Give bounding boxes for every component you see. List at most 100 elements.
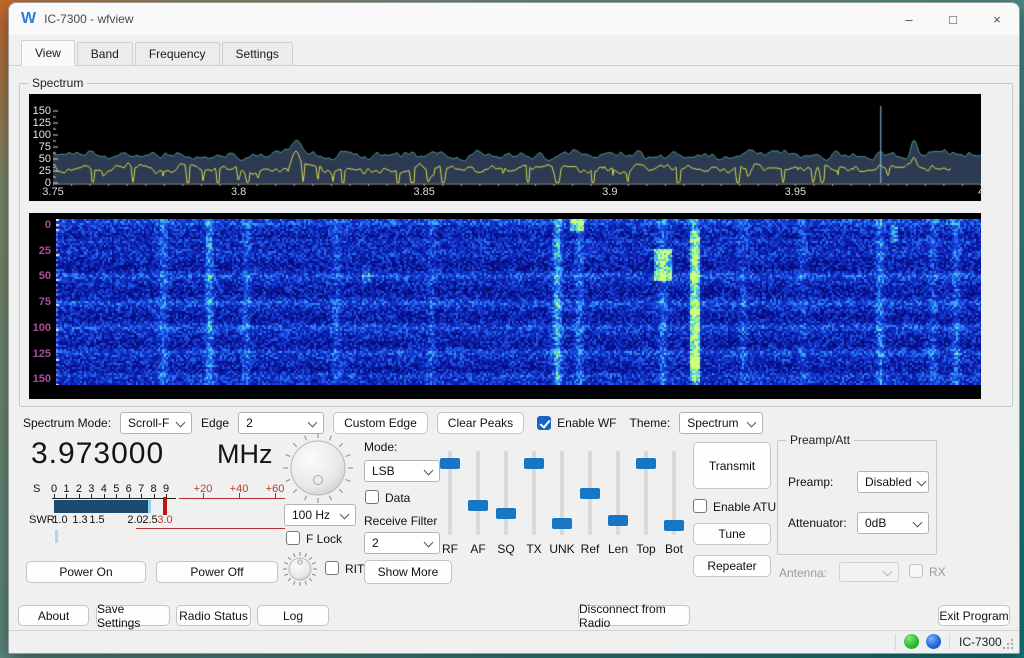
spectrum-canvas[interactable] bbox=[53, 102, 981, 186]
slider-track[interactable] bbox=[504, 451, 508, 535]
slider-unk[interactable]: UNK bbox=[548, 449, 576, 556]
enable-atu-checkbox[interactable] bbox=[693, 499, 707, 513]
slider-handle[interactable] bbox=[496, 508, 516, 519]
repeater-button[interactable]: Repeater bbox=[693, 555, 771, 577]
spectrum-y-tick-label: 50 bbox=[31, 153, 51, 165]
slider-handle[interactable] bbox=[552, 518, 572, 529]
slider-handle[interactable] bbox=[664, 520, 684, 531]
mode-select[interactable]: LSB bbox=[364, 460, 440, 482]
slider-len[interactable]: Len bbox=[604, 449, 632, 556]
slider-af[interactable]: AF bbox=[464, 449, 492, 556]
minimize-button[interactable]: – bbox=[887, 3, 931, 35]
meter-tick bbox=[66, 494, 67, 498]
waterfall-canvas[interactable] bbox=[56, 219, 981, 385]
slider-handle[interactable] bbox=[636, 458, 656, 469]
resize-grip[interactable] bbox=[1003, 639, 1005, 641]
slider-ref[interactable]: Ref bbox=[576, 449, 604, 556]
spectrum-controls-row: Spectrum Mode: Scroll-F Edge 2 Custom Ed… bbox=[23, 411, 763, 435]
tab-view[interactable]: View bbox=[21, 40, 75, 66]
slider-handle[interactable] bbox=[524, 458, 544, 469]
rig-connected-indicator bbox=[904, 634, 919, 649]
enable-wf-label: Enable WF bbox=[557, 416, 616, 430]
enable-wf-checkbox[interactable] bbox=[537, 416, 551, 430]
slider-label: Ref bbox=[581, 542, 600, 556]
log-button[interactable]: Log bbox=[257, 605, 329, 626]
swr-scale-tick-label: 2.5 bbox=[142, 514, 157, 526]
swr-scale-tick-label: 2.0 bbox=[127, 514, 142, 526]
slider-handle[interactable] bbox=[580, 488, 600, 499]
slider-track[interactable] bbox=[644, 451, 648, 535]
statusbar-separator bbox=[949, 634, 950, 650]
tab-band[interactable]: Band bbox=[77, 42, 133, 65]
data-checkbox[interactable] bbox=[365, 490, 379, 504]
rig-model-label: IC-7300 bbox=[959, 635, 1002, 649]
knob-indicator-dot bbox=[314, 476, 323, 485]
chevron-down-icon bbox=[176, 417, 186, 427]
spectrum-mode-select[interactable]: Scroll-F bbox=[120, 412, 192, 434]
about-button[interactable]: About bbox=[18, 605, 89, 626]
slider-rf[interactable]: RF bbox=[436, 449, 464, 556]
step-select[interactable]: 100 Hz bbox=[284, 504, 356, 526]
s-meter-label: S bbox=[33, 483, 40, 495]
waterfall-display[interactable]: 0255075100125150 bbox=[29, 213, 981, 399]
theme-select[interactable]: Spectrum bbox=[679, 412, 763, 434]
slider-handle[interactable] bbox=[608, 515, 628, 526]
tuning-knob[interactable] bbox=[280, 430, 356, 506]
frequency-display[interactable]: 3.973000 bbox=[31, 437, 164, 471]
close-button[interactable]: × bbox=[975, 3, 1019, 35]
slider-bot[interactable]: Bot bbox=[660, 449, 688, 556]
spectrum-plot[interactable]: 15012510075502503.753.83.853.93.954 bbox=[29, 94, 981, 201]
slider-label: SQ bbox=[497, 542, 514, 556]
slider-handle[interactable] bbox=[468, 500, 488, 511]
s-meter: S0123456789+20+40+60SWR1.01.31.52.02.53.… bbox=[29, 483, 291, 549]
power-on-button[interactable]: Power On bbox=[26, 561, 146, 583]
chevron-down-icon bbox=[424, 537, 434, 547]
slider-track[interactable] bbox=[448, 451, 452, 535]
rx-checkbox bbox=[909, 564, 923, 578]
save-settings-button[interactable]: Save Settings bbox=[96, 605, 170, 626]
power-off-button[interactable]: Power Off bbox=[156, 561, 278, 583]
slider-track[interactable] bbox=[560, 451, 564, 535]
slider-handle[interactable] bbox=[440, 458, 460, 469]
slider-track[interactable] bbox=[532, 451, 536, 535]
spectrum-mode-value: Scroll-F bbox=[128, 416, 169, 430]
transmit-button[interactable]: Transmit bbox=[693, 442, 771, 489]
radio-status-button[interactable]: Radio Status bbox=[176, 605, 251, 626]
attenuator-select[interactable]: 0dB bbox=[857, 512, 929, 534]
receive-filter-select[interactable]: 2 bbox=[364, 532, 440, 554]
spectrum-x-tick-label: 3.75 bbox=[42, 186, 63, 198]
clear-peaks-button[interactable]: Clear Peaks bbox=[437, 412, 524, 434]
slider-track[interactable] bbox=[672, 451, 676, 535]
exit-program-button[interactable]: Exit Program bbox=[938, 605, 1010, 626]
enable-atu-label: Enable ATU bbox=[713, 500, 776, 514]
disconnect-button[interactable]: Disconnect from Radio bbox=[578, 605, 690, 626]
maximize-button[interactable]: □ bbox=[931, 3, 975, 35]
slider-label: UNK bbox=[549, 542, 574, 556]
slider-top[interactable]: Top bbox=[632, 449, 660, 556]
slider-track[interactable] bbox=[588, 451, 592, 535]
s-over-scale-line bbox=[179, 498, 285, 499]
attenuator-label: Attenuator: bbox=[788, 516, 847, 530]
slider-track[interactable] bbox=[476, 451, 480, 535]
rit-knob[interactable] bbox=[280, 549, 320, 589]
slider-track[interactable] bbox=[616, 451, 620, 535]
sliders: RFAF SQ TX UNK Ref LenTopBot bbox=[436, 449, 688, 556]
attenuator-value: 0dB bbox=[865, 516, 886, 530]
f-lock-checkbox[interactable] bbox=[286, 531, 300, 545]
swr-scale-tick-label: 1.3 bbox=[72, 514, 87, 526]
tab-frequency[interactable]: Frequency bbox=[135, 42, 220, 65]
rit-checkbox[interactable] bbox=[325, 561, 339, 575]
slider-label: TX bbox=[526, 542, 541, 556]
preamp-select[interactable]: Disabled bbox=[857, 471, 929, 493]
slider-tx[interactable]: TX bbox=[520, 449, 548, 556]
s-meter-value-tick bbox=[148, 500, 151, 513]
waterfall-y-tick-label: 100 bbox=[31, 322, 51, 334]
show-more-button[interactable]: Show More bbox=[364, 560, 452, 584]
slider-sq[interactable]: SQ bbox=[492, 449, 520, 556]
app-window: W IC-7300 - wfview – □ × ViewBandFrequen… bbox=[8, 2, 1020, 654]
antenna-label: Antenna: bbox=[779, 566, 827, 580]
tune-button[interactable]: Tune bbox=[693, 523, 771, 545]
spectrum-x-tick-label: 3.85 bbox=[413, 186, 434, 198]
tab-settings[interactable]: Settings bbox=[222, 42, 293, 65]
frequency-unit: MHz bbox=[217, 439, 273, 470]
